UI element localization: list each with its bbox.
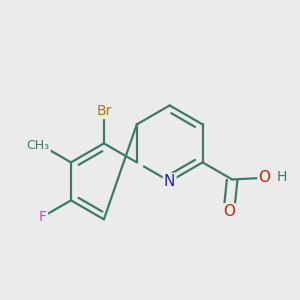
Text: N: N (164, 174, 176, 189)
Text: O: O (223, 204, 235, 219)
Text: F: F (39, 209, 47, 224)
Text: Br: Br (96, 104, 112, 118)
Text: H: H (276, 170, 287, 184)
Text: CH₃: CH₃ (26, 139, 50, 152)
Text: O: O (259, 170, 271, 185)
